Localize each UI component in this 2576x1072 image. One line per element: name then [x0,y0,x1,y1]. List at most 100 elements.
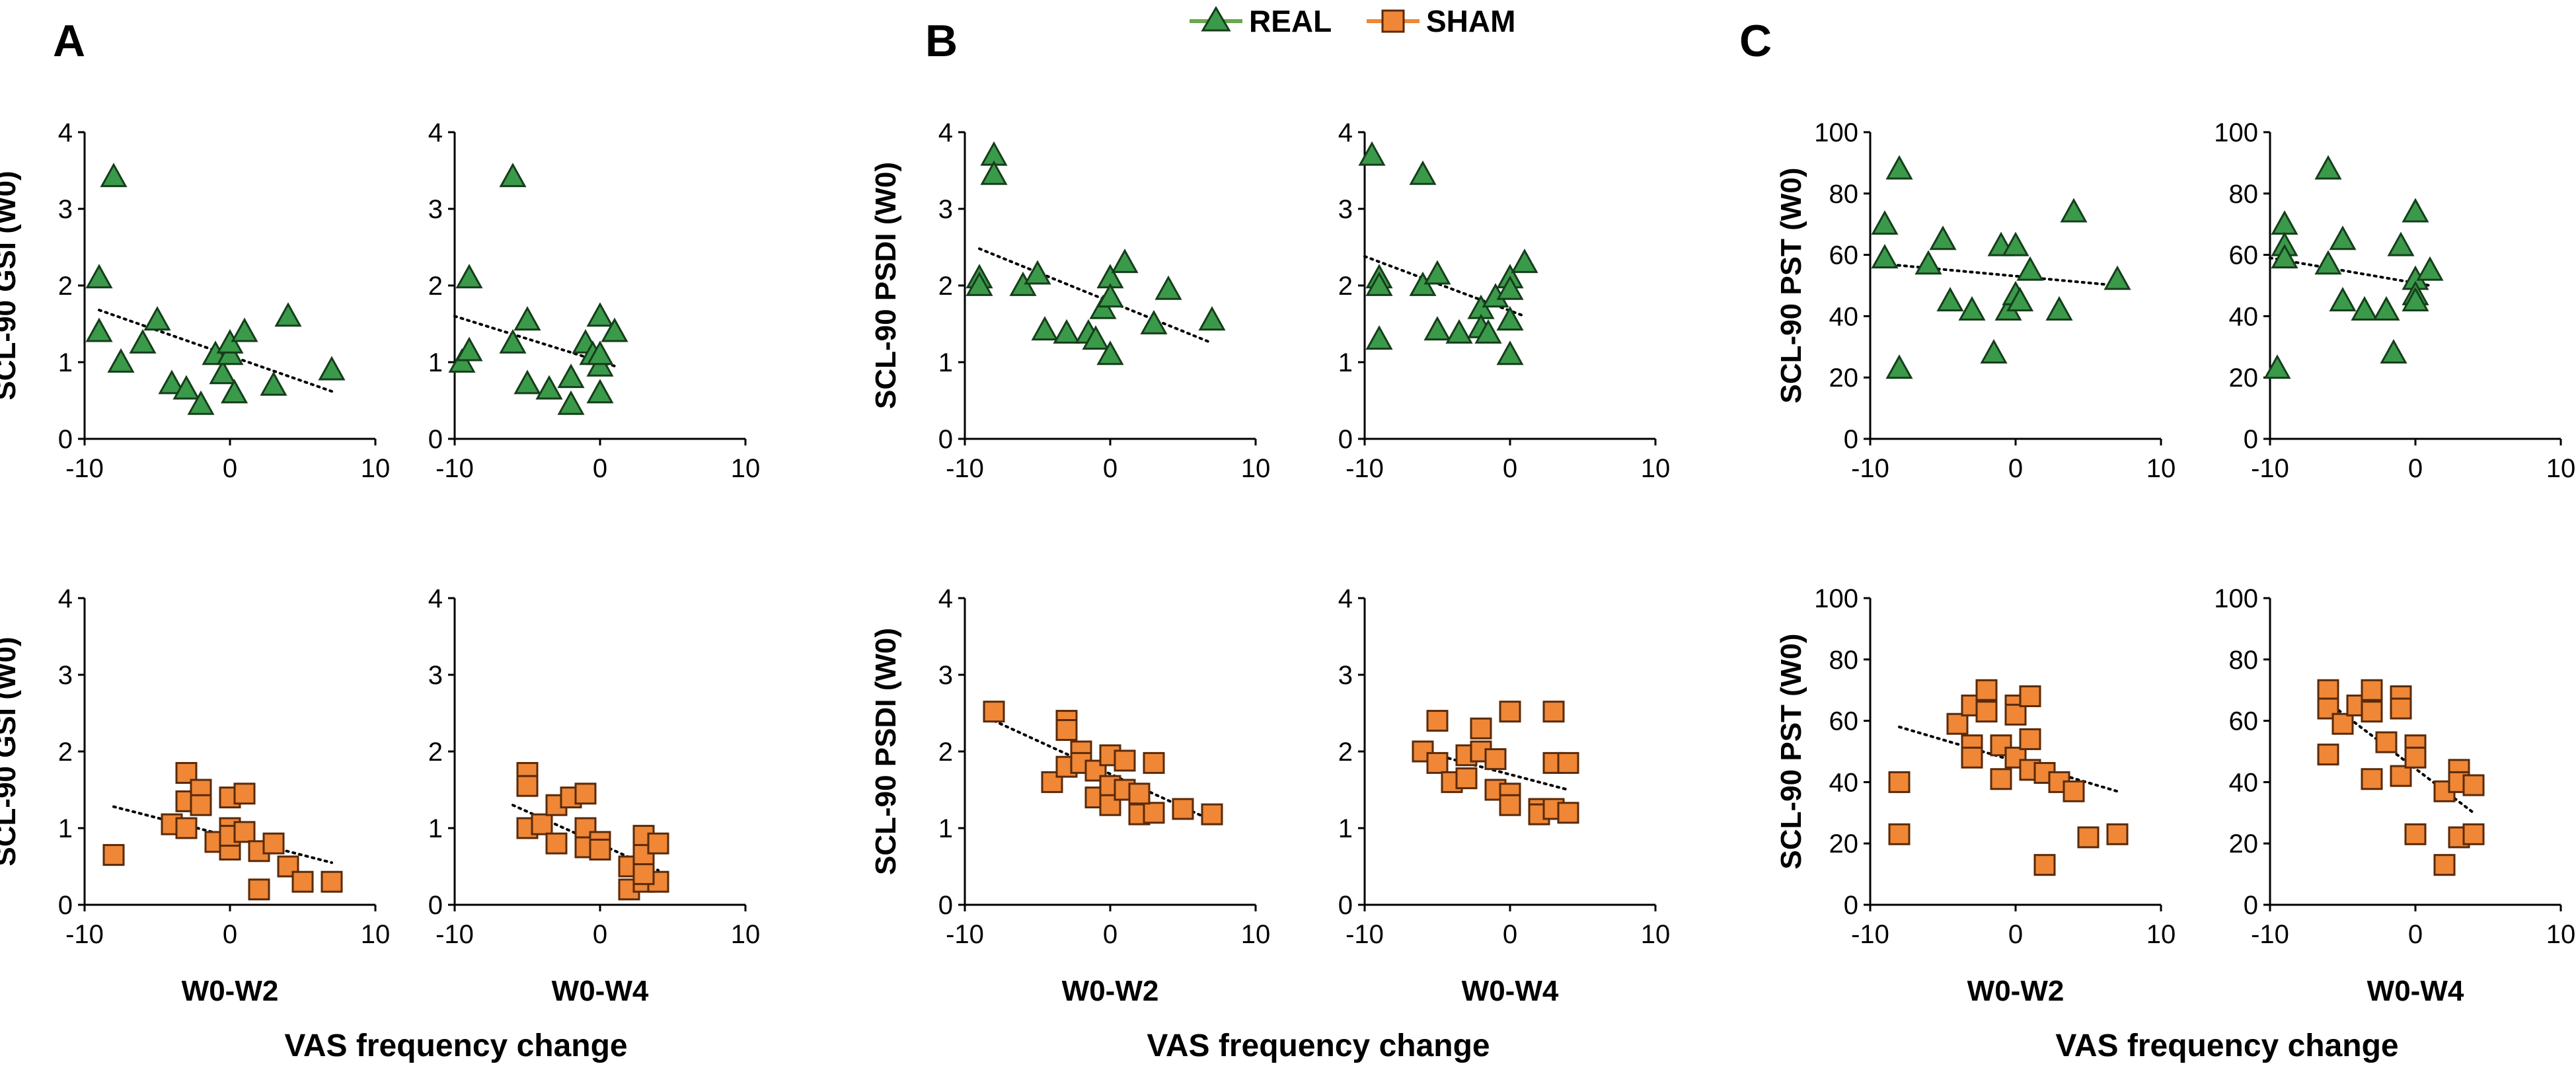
bottom-label-b: VAS frequency change [1147,1028,1490,1063]
data-point [2361,768,2383,790]
data-point [2006,287,2034,312]
data-point [1484,748,1507,771]
data-point [632,863,655,886]
data-point [2317,697,2339,720]
data-point [1496,306,1524,331]
y-axis-label: SCL-90 PSDI (W0) [870,628,902,875]
data-point [1365,271,1393,296]
data-point [1975,679,1998,701]
data-point [1128,783,1151,805]
data-point [1888,823,1911,845]
y-axis-label: SCL-90 PST (W0) [1775,168,1807,404]
y-axis-label: SCL-90 PST (W0) [1775,634,1807,870]
data-point [516,775,539,797]
y-tick-label: 60 [2229,241,2259,270]
bottom-label-c: VAS frequency change [2055,1028,2398,1063]
x-tick-label: 10 [731,920,761,949]
data-point [2404,746,2427,769]
data-point [2404,823,2427,845]
data-point [2402,198,2429,223]
data-point [1365,325,1393,350]
x-tick-label: 0 [2008,454,2023,483]
data-point [2033,854,2056,876]
y-tick-label: 1 [938,814,953,843]
data-point [1445,319,1473,344]
x-tick-label: -10 [2251,454,2289,483]
data-point [2004,746,2027,769]
bottom-label-a: VAS frequency change [284,1028,627,1063]
data-point [1470,717,1492,740]
data-point [2103,265,2131,290]
x-tick-label: 10 [361,920,391,949]
data-point [2380,338,2407,364]
data-point [2317,679,2339,701]
data-point [1914,250,1942,275]
y-tick-label: 0 [1844,425,1858,454]
x-axis-label: W0-W2 [1967,975,2065,1007]
y-tick-label: 1 [938,348,953,377]
data-point [1980,338,2008,364]
data-point [586,302,614,327]
data-point [175,817,198,839]
data-point [187,390,215,415]
y-tick-label: 2 [938,272,953,301]
data-point [321,870,343,893]
data-point [1557,802,1579,824]
x-tick-label: -10 [946,920,984,949]
y-tick-label: 0 [1338,425,1353,454]
data-point [2317,744,2339,766]
data-point [513,369,541,395]
x-tick-label: 10 [731,454,761,483]
data-point [531,813,553,835]
y-tick-label: 2 [58,272,73,301]
y-tick-label: 3 [58,195,73,224]
data-point [1426,710,1449,732]
data-point [1474,319,1502,344]
data-point [499,163,527,188]
data-point [1111,249,1139,274]
data-point [1114,749,1136,772]
data-point [1871,244,1899,269]
data-point [2351,296,2378,321]
x-tick-label: 10 [361,454,391,483]
y-tick-label: 1 [58,348,73,377]
y-tick-label: 1 [58,814,73,843]
data-point [318,356,346,381]
y-axis-label: SCL-90 PSDI (W0) [870,162,902,409]
data-point [233,821,256,843]
y-tick-label: 20 [2229,364,2259,393]
y-tick-label: 1 [1338,814,1353,843]
data-point [2387,231,2415,256]
data-point [107,348,135,373]
data-point [1143,751,1165,774]
data-point [2045,296,2073,321]
data-point [262,832,285,855]
y-tick-label: 80 [2229,180,2259,209]
y-tick-label: 4 [58,584,73,613]
y-tick-label: 4 [938,118,953,147]
y-tick-label: 2 [428,738,443,767]
x-tick-label: 10 [1641,920,1671,949]
y-tick-label: 40 [1829,768,1859,797]
x-tick-label: -10 [1851,920,1889,949]
data-point [2271,210,2298,235]
y-tick-label: 100 [1814,118,1858,147]
trend-line [1421,750,1570,791]
data-point [1024,260,1051,285]
data-point [172,375,200,400]
data-point [1423,316,1451,341]
x-tick-label: 10 [1241,920,1271,949]
data-point [102,844,125,866]
legend-sham-marker-icon [1381,9,1405,33]
data-point [1172,798,1194,820]
data-point [1499,701,1521,723]
data-point [2361,679,2383,701]
y-tick-label: 20 [1829,364,1859,393]
y-tick-label: 4 [1338,118,1353,147]
x-tick-label: -10 [436,920,474,949]
x-tick-label: -10 [65,920,104,949]
